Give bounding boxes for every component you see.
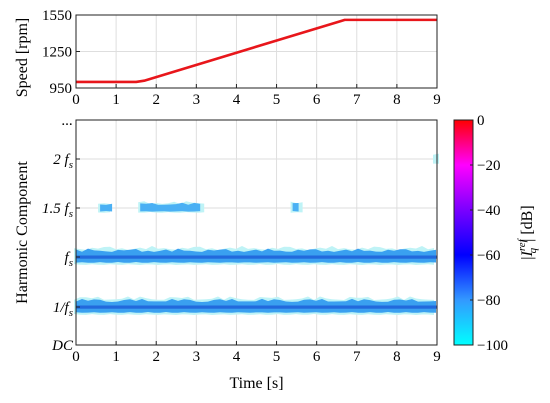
harm-ytick-subscript: s (69, 208, 73, 220)
colorbar-label-part: | (519, 256, 536, 259)
harm-band (292, 203, 299, 212)
colorbar-tick-label: −80 (477, 293, 500, 309)
colorbar-label-part: q (527, 247, 539, 253)
speed-ylabel: Speed [rpm] (14, 18, 31, 98)
harm-xtick-label: 1 (112, 349, 120, 365)
harm-ylabel: Harmonic Component (14, 161, 31, 304)
speed-xtick-label: 6 (313, 92, 321, 108)
harm-ytick-label: ... (62, 113, 73, 129)
speed-xtick-label: 1 (112, 92, 120, 108)
harm-band (100, 203, 113, 212)
speed-xtick-label: 0 (72, 92, 80, 108)
colorbar-tick-label: 0 (477, 113, 485, 129)
speed-line (76, 18, 437, 84)
harm-xtick-label: 0 (72, 349, 80, 365)
harm-xtick-label: 8 (393, 349, 401, 365)
colorbar-label-part: I (519, 250, 536, 257)
speed-ytick-label: 950 (50, 81, 73, 97)
harm-ytick-label: fs (65, 250, 73, 269)
colorbar-tick-label: −100 (477, 338, 508, 354)
harm-ytick-label: 1.5 fs (42, 201, 73, 220)
speed-xtick-label: 7 (353, 92, 361, 108)
harm-xtick-label: 5 (273, 349, 281, 365)
speed-xtick-label: 5 (273, 92, 281, 108)
speed-xtick-label: 8 (393, 92, 401, 108)
harm-ytick-subscript: s (69, 307, 73, 319)
harm-band (140, 202, 201, 212)
speed-xtick-label: 9 (433, 92, 441, 108)
harm-ytick-text: DC (51, 338, 74, 354)
colorbar-bar (453, 119, 474, 346)
harm-xtick-label: 4 (233, 349, 241, 365)
speed-ytick-label: 1550 (42, 8, 72, 24)
speed-xtick-label: 3 (193, 92, 201, 108)
colorbar-tick-label: −60 (477, 248, 500, 264)
speed-ytick-label: 1250 (42, 45, 72, 61)
harm-ytick-text: 1/f (53, 300, 71, 316)
speed-xtick-label: 4 (233, 92, 241, 108)
colorbar-label: |Irefq | [dB] (516, 205, 539, 259)
speed-plot: 0 1 2 3 4 5 6 7 8 9 950 1250 1550 Speed [rpm] (14, 8, 441, 108)
colorbar-label-part: | [dB] (519, 205, 536, 242)
harm-xtick-label: 9 (433, 349, 441, 365)
harm-ytick-subscript: s (69, 159, 73, 171)
harm-xtick-label: 6 (313, 349, 321, 365)
colorbar-tick-label: −40 (477, 203, 500, 219)
harm-band-core (76, 305, 437, 309)
harm-xlabel: Time [s] (229, 375, 283, 392)
harm-ytick-label: DC (51, 338, 74, 354)
harm-ytick-label: 2 fs (53, 152, 73, 171)
harm-ytick-text: 2 f (53, 152, 70, 168)
harm-ytick-label: 1/fs (53, 300, 73, 319)
harm-xtick-label: 2 (152, 349, 160, 365)
colorbar: 0 −20 −40 −60 −80 −100 |Irefq | [dB] (453, 113, 539, 354)
harm-ytick-text: 1.5 f (42, 201, 71, 217)
harm-xtick-label: 7 (353, 349, 361, 365)
colorbar-label-part: ref (516, 237, 528, 251)
colorbar-tick-label: −20 (477, 158, 500, 174)
harm-band-halo (433, 153, 439, 164)
harm-band-core (76, 255, 437, 259)
harm-ytick-text: f (65, 250, 71, 266)
harm-xtick-label: 3 (193, 349, 201, 365)
speed-xtick-label: 2 (152, 92, 160, 108)
harm-ytick-text: ... (62, 113, 73, 129)
harm-ytick-subscript: s (69, 257, 73, 269)
harm-plot-border (75, 119, 438, 346)
